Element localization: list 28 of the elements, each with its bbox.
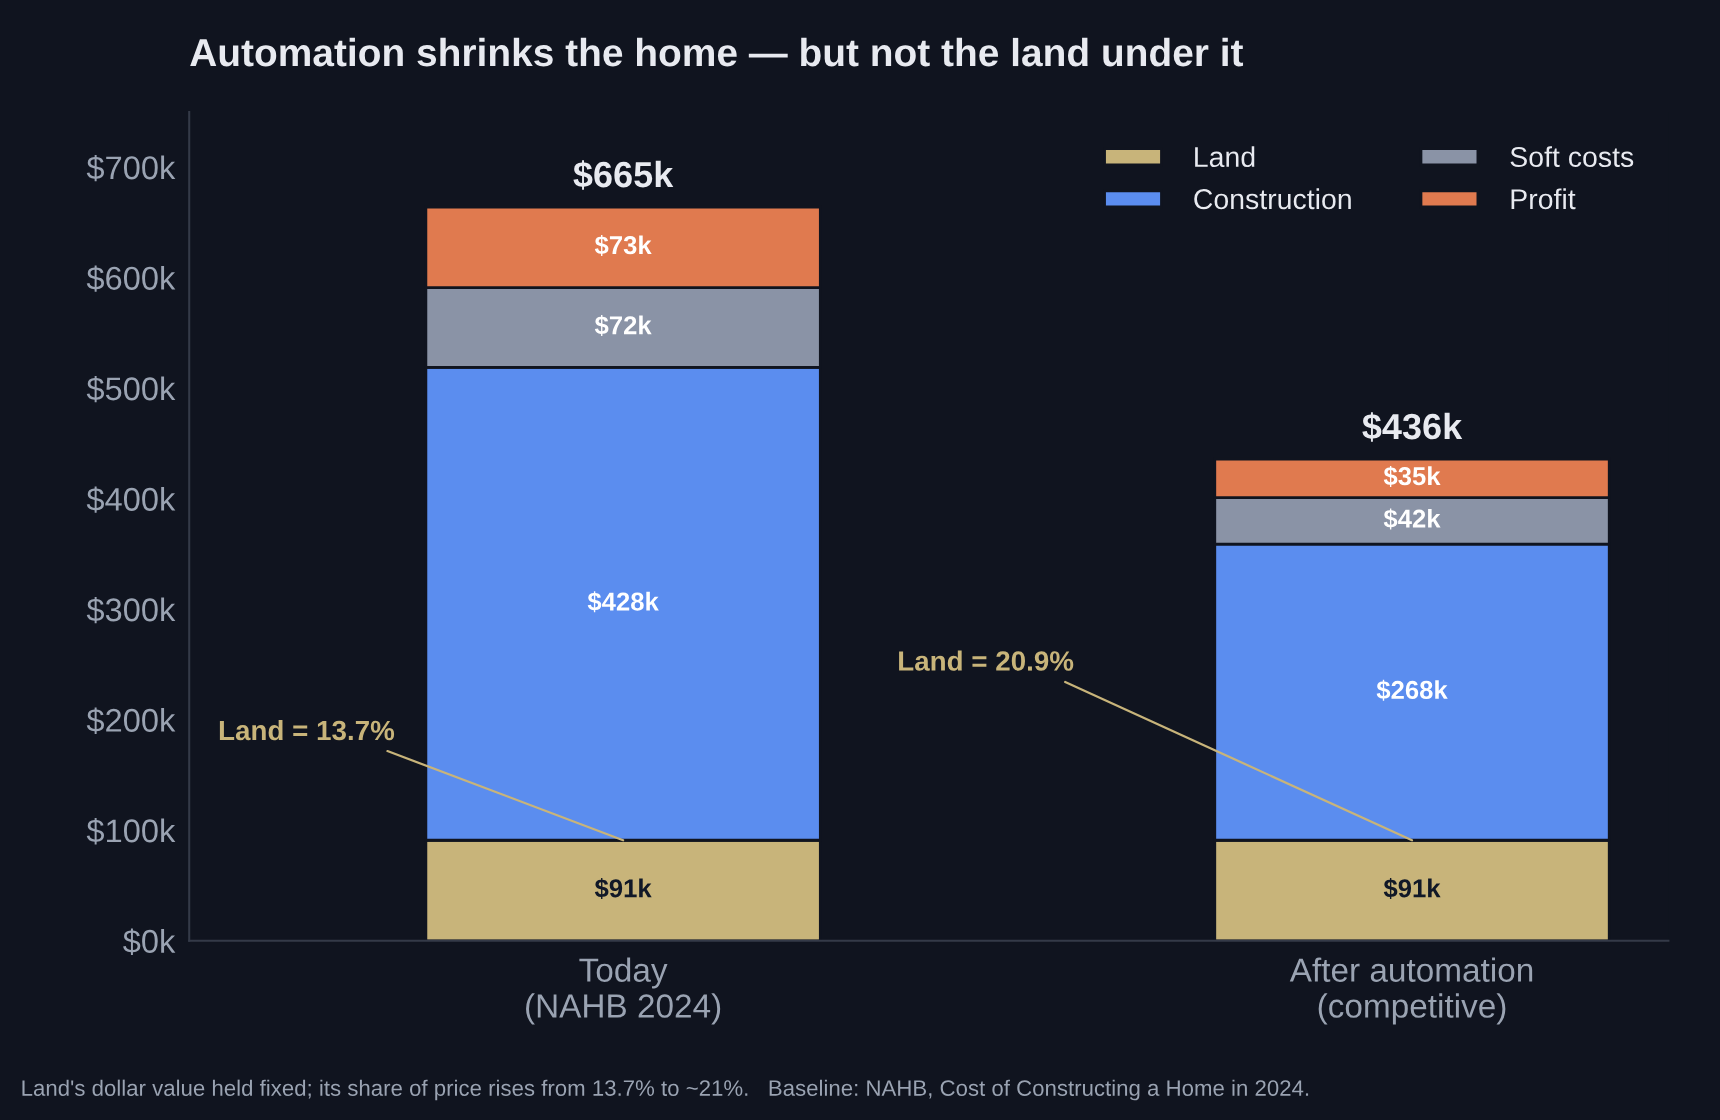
y-tick-label: $100k xyxy=(86,817,176,845)
y-tick-label: $700k xyxy=(86,154,176,182)
x-tick-label: Today (NAHB 2024) xyxy=(526,957,721,1025)
data-label: $91k xyxy=(594,878,652,900)
y-tick-label: $600k xyxy=(86,265,176,292)
data-label: $268k xyxy=(1376,679,1448,701)
legend-label: Soft costs xyxy=(1510,146,1634,168)
annotation: Land = 13.7% xyxy=(219,719,395,741)
total-label: $665k xyxy=(573,160,674,190)
y-tick-label: $300k xyxy=(86,596,176,624)
x-tick-label: After automation (competitive) xyxy=(1289,957,1533,1025)
y-tick-label: $0k xyxy=(123,928,176,955)
y-tick-label: $400k xyxy=(86,486,176,513)
legend-label: Land xyxy=(1195,146,1255,168)
annotation: Land = 20.9% xyxy=(899,650,1074,671)
legend-label: Profit xyxy=(1511,188,1576,210)
total-label: $436k xyxy=(1362,412,1463,442)
data-label: $72k xyxy=(594,315,652,337)
data-label: $91k xyxy=(1383,878,1441,900)
chart-title: Automation shrinks the home — but not the land under it xyxy=(190,37,1244,67)
y-tick-label: $200k xyxy=(86,707,176,734)
legend-label: Construction xyxy=(1194,188,1351,210)
y-tick-label: $500k xyxy=(86,375,176,403)
data-label: $35k xyxy=(1383,465,1441,487)
data-label: $42k xyxy=(1383,508,1441,530)
data-label: $73k xyxy=(594,234,652,256)
data-label: $428k xyxy=(587,591,659,613)
text: Land's dollar value held fixed; its share of price rises from 13.7% to ~21%. Baseline: NAHB, Cost of Constructing a Home in 2024. xyxy=(22,1079,1309,1101)
